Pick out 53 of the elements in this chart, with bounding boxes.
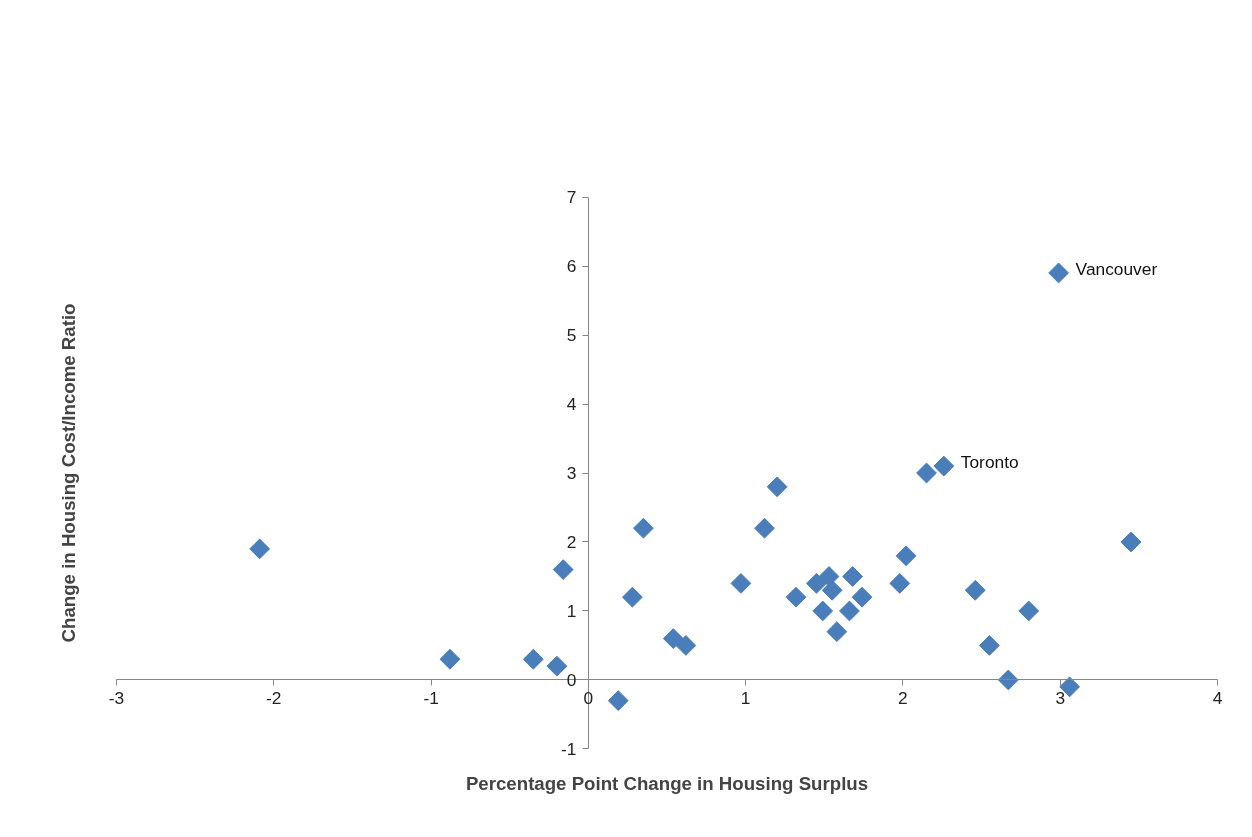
point [633, 517, 654, 539]
annotation: Toronto [960, 452, 1019, 473]
point [916, 462, 937, 484]
y-tick-label: -1 [560, 738, 577, 759]
point [662, 628, 684, 649]
point [766, 476, 788, 498]
y-tick-label: 5 [566, 325, 577, 346]
point [806, 572, 827, 594]
point [818, 566, 840, 587]
point [812, 600, 834, 622]
point [607, 690, 629, 712]
point [622, 586, 643, 608]
x-tick-label: -1 [423, 687, 439, 708]
point [851, 586, 873, 608]
x-tick-label: 0 [583, 687, 594, 708]
y-axis-title: Change in Housing Cost/Income Ratio [57, 303, 79, 643]
point [895, 545, 917, 567]
point [826, 621, 848, 643]
x-tick-label: 2 [898, 687, 908, 708]
point [552, 559, 574, 580]
y-tick-label: 2 [566, 531, 577, 552]
point [889, 572, 911, 594]
point [842, 566, 863, 587]
y-tick-label: 4 [566, 394, 577, 415]
point [979, 635, 1000, 656]
point [522, 648, 544, 670]
point [675, 635, 697, 656]
point [1048, 262, 1070, 284]
x-tick-label: 4 [1212, 687, 1223, 708]
point [839, 600, 860, 622]
point [997, 669, 1019, 691]
point [730, 572, 752, 594]
y-tick-label: 3 [566, 463, 577, 483]
x-tick-label: 1 [740, 687, 751, 708]
point [754, 517, 775, 539]
point [821, 579, 843, 601]
point [1018, 600, 1040, 622]
x-tick-label: 3 [1055, 687, 1066, 708]
y-tick-label: 1 [566, 600, 577, 621]
point [249, 538, 271, 560]
y-tick-label: 0 [566, 669, 577, 690]
annotation: Vancouver [1075, 258, 1158, 279]
point [964, 579, 986, 601]
x-tick-label: -2 [266, 687, 282, 708]
point [1120, 531, 1142, 553]
y-tick-label: 6 [566, 256, 577, 277]
point [439, 648, 461, 670]
point [785, 586, 807, 608]
y-tick-label: 7 [566, 187, 577, 208]
point [546, 655, 568, 677]
point [933, 455, 955, 477]
x-tick-label: -3 [108, 687, 125, 708]
x-axis-title: Percentage Point Change in Housing Surplus [465, 772, 869, 794]
